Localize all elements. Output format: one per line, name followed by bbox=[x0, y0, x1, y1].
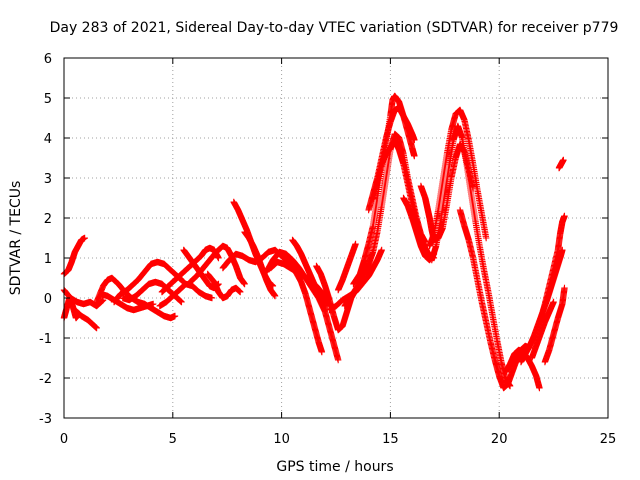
y-tick-label: 4 bbox=[44, 132, 52, 147]
x-tick-label: 15 bbox=[382, 432, 399, 447]
data-point bbox=[93, 324, 100, 332]
x-tick-label: 10 bbox=[273, 432, 290, 447]
data-point bbox=[178, 298, 185, 306]
x-tick-label: 5 bbox=[169, 432, 177, 447]
y-tick-label: -3 bbox=[39, 412, 52, 427]
chart-title: Day 283 of 2021, Sidereal Day-to-day VTE… bbox=[50, 20, 619, 36]
y-tick-label: 3 bbox=[44, 172, 52, 187]
x-tick-label: 25 bbox=[600, 432, 617, 447]
grid bbox=[64, 58, 608, 418]
plot-frame bbox=[63, 57, 609, 419]
y-tick-label: -1 bbox=[39, 332, 52, 347]
data-point bbox=[171, 312, 179, 320]
x-tick-label: 0 bbox=[60, 432, 68, 447]
y-tick-label: 1 bbox=[44, 252, 52, 267]
data-point bbox=[150, 300, 157, 308]
y-tick-label: 0 bbox=[44, 292, 52, 307]
y-tick-label: 2 bbox=[44, 212, 52, 227]
data-point bbox=[215, 254, 222, 262]
y-tick-label: -2 bbox=[39, 372, 52, 387]
data-point bbox=[208, 294, 216, 302]
x-tick-label: 20 bbox=[491, 432, 508, 447]
data-series-sdtvar bbox=[60, 92, 568, 392]
data-point bbox=[81, 234, 88, 242]
